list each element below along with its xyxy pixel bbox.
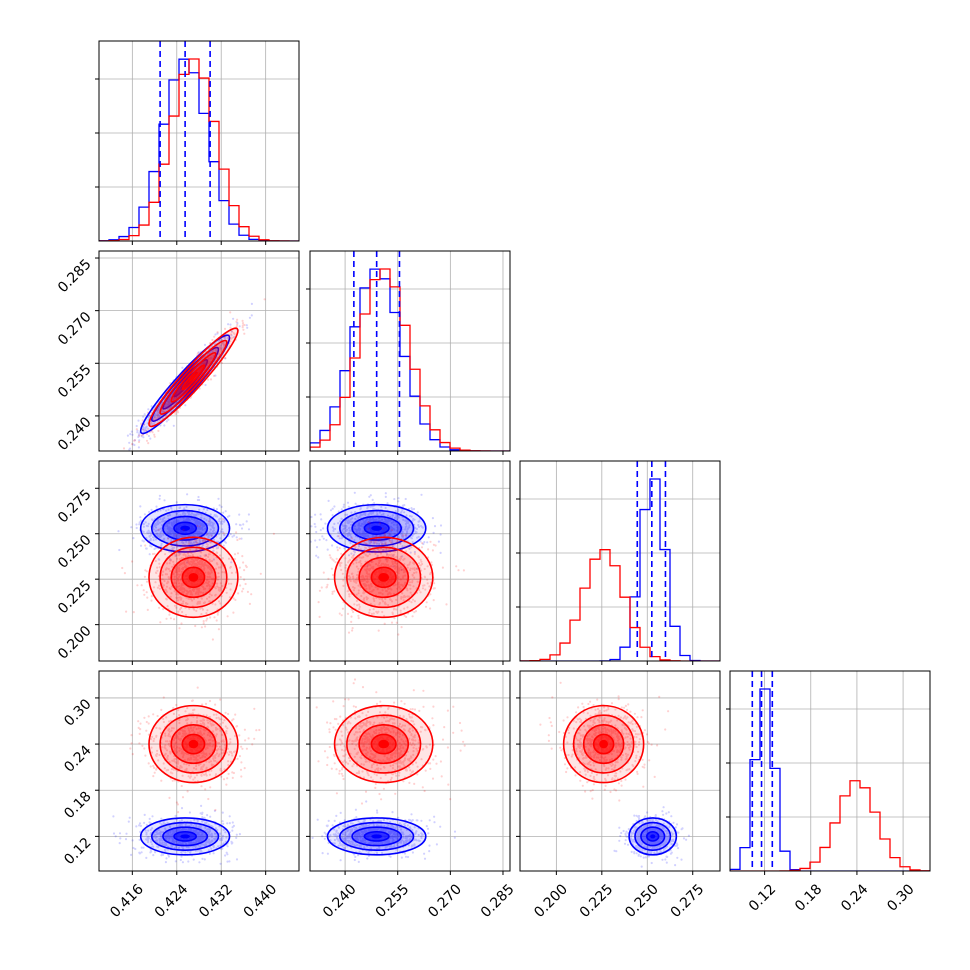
scatter-panel-2-1 [310, 461, 510, 661]
panel-frame-1-1 [306, 250, 511, 455]
density-peak-0 [180, 834, 190, 839]
x-tick-label: 0.440 [241, 881, 281, 921]
panel-border [98, 670, 300, 872]
histogram-series-0 [520, 478, 720, 661]
histogram-series-0 [99, 58, 299, 241]
x-tick-label: 0.255 [373, 881, 413, 921]
histogram-series-1 [520, 549, 720, 661]
histogram-panel-0 [99, 41, 299, 241]
y-tick-label: 0.18 [61, 789, 94, 822]
panel-border [98, 40, 300, 242]
density-peak-0 [371, 834, 383, 839]
x-tick-label: 0.250 [622, 881, 662, 921]
scatter-panel-2-0 [99, 461, 299, 661]
x-tick-label: 0.275 [668, 881, 708, 921]
histogram-panel-2 [520, 461, 720, 661]
x-tick-label: 0.240 [320, 881, 360, 921]
y-tick-label: 0.200 [55, 623, 95, 663]
y-tick-label: 0.270 [55, 309, 95, 349]
panel-border [309, 670, 511, 872]
histogram-series-1 [99, 58, 299, 241]
y-tick-label: 0.30 [61, 696, 94, 729]
panel-frame-2-2 [516, 460, 721, 665]
y-tick-label: 0.275 [55, 487, 95, 527]
x-tick-label: 0.30 [884, 881, 917, 914]
x-tick-label: 0.18 [792, 881, 825, 914]
y-tick-label: 0.12 [61, 835, 94, 868]
x-tick-label: 0.12 [746, 881, 779, 914]
density-peak-1 [188, 572, 199, 582]
density-peak-1 [378, 572, 390, 582]
scatter-panel-3-0 [99, 671, 299, 871]
panel-border [519, 460, 721, 662]
density-peak-1 [599, 739, 609, 749]
histogram-series-1 [310, 268, 510, 451]
y-tick-label: 0.24 [61, 742, 94, 775]
panel-frame-0-0 [95, 40, 300, 245]
panel-frame-3-3: 0.12 0.18 0.24 0.30 [726, 670, 931, 915]
density-peak-0 [650, 834, 656, 839]
scatter-panel-3-2 [520, 671, 720, 871]
y-tick-label: 0.255 [55, 362, 95, 402]
scatter-panel-1-0 [99, 251, 299, 451]
x-tick-label: 0.225 [577, 881, 617, 921]
panel-border [98, 460, 300, 662]
panel-border [729, 670, 931, 872]
y-tick-label: 0.225 [55, 578, 95, 618]
histogram-series-1 [730, 780, 930, 871]
panel-border [98, 250, 300, 452]
panel-border [519, 670, 721, 872]
panel-border [309, 460, 511, 662]
density-peak-0 [371, 525, 383, 531]
x-tick-label: 0.432 [196, 881, 236, 921]
density-peak-1 [378, 739, 390, 749]
x-tick-label: 0.200 [531, 881, 571, 921]
x-tick-label: 0.416 [107, 881, 147, 921]
y-tick-label: 0.240 [55, 414, 95, 454]
y-tick-label: 0.250 [55, 532, 95, 572]
x-tick-label: 0.424 [152, 881, 192, 921]
panel-frame-2-1 [306, 460, 511, 665]
histogram-panel-1 [310, 251, 510, 451]
x-tick-label: 0.24 [838, 881, 871, 914]
x-tick-label: 0.270 [425, 881, 465, 921]
density-peak-1 [188, 371, 199, 383]
panel-border [309, 250, 511, 452]
histogram-panel-3 [730, 671, 930, 871]
y-tick-label: 0.285 [55, 256, 95, 296]
x-tick-label: 0.285 [478, 881, 518, 921]
scatter-panel-3-1 [310, 671, 510, 871]
density-peak-0 [180, 525, 190, 531]
density-peak-1 [188, 739, 199, 749]
